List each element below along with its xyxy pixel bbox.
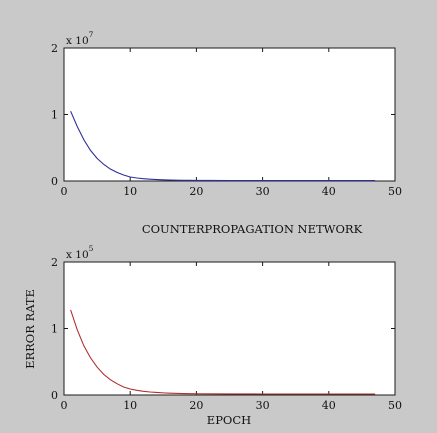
top-x-tick-label: 10 <box>123 185 137 198</box>
bottom-series <box>70 309 376 395</box>
bottom-series-line <box>70 309 376 395</box>
top-y-multiplier: x 107 <box>66 30 94 47</box>
bottom-x-tick-label: 20 <box>189 399 203 412</box>
top-x-tick-label: 50 <box>388 185 402 198</box>
top-y-tick-label: 1 <box>51 109 58 122</box>
top-x-tick-label: 0 <box>61 185 68 198</box>
top-x-tick-label: 40 <box>322 185 336 198</box>
bottom-x-tick-label: 40 <box>322 399 336 412</box>
bottom-x-tick-label: 30 <box>256 399 270 412</box>
bottom-chart-title: COUNTERPROPAGATION NETWORK <box>142 222 363 236</box>
bottom-axes-box <box>63 261 396 396</box>
bottom-y-tick-label: 0 <box>51 389 58 402</box>
top-series <box>70 110 376 182</box>
y-axis-label: ERROR RATE <box>23 289 37 369</box>
top-ticks: 0 10 20 30 40 50 0 1 2 <box>51 42 402 198</box>
top-y-tick-label: 2 <box>51 42 58 55</box>
x-axis-label: EPOCH <box>207 413 251 427</box>
top-y-tick-label: 0 <box>51 175 58 188</box>
bottom-x-tick-label: 10 <box>123 399 137 412</box>
bottom-chart: COUNTERPROPAGATION NETWORK x 105 ERROR R… <box>23 222 402 427</box>
top-chart: x 107 0 10 20 30 40 50 0 1 2 <box>51 30 402 198</box>
bottom-y-tick-label: 2 <box>51 256 58 269</box>
bottom-y-tick-label: 1 <box>51 323 58 336</box>
bottom-ticks: 0 10 20 30 40 50 0 1 2 <box>51 256 402 412</box>
top-axes-box <box>63 47 396 182</box>
top-x-tick-label: 20 <box>189 185 203 198</box>
bottom-y-multiplier: x 105 <box>66 244 94 261</box>
top-series-line <box>70 110 376 182</box>
top-x-tick-label: 30 <box>256 185 270 198</box>
bottom-x-tick-label: 0 <box>61 399 68 412</box>
bottom-x-tick-label: 50 <box>388 399 402 412</box>
